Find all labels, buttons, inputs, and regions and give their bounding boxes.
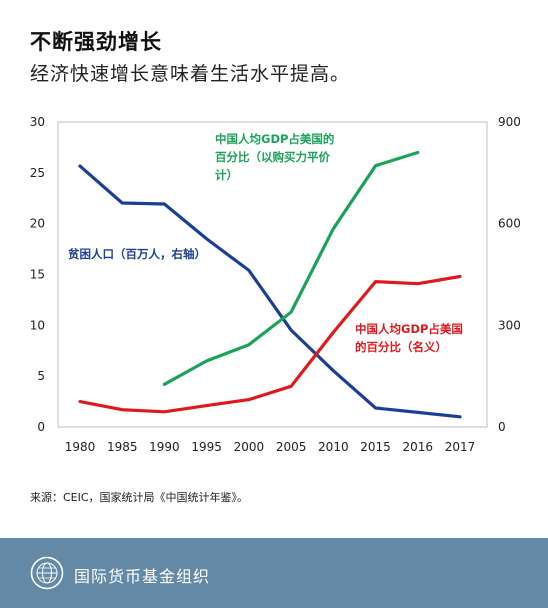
x-tick-label: 2010 [318, 440, 349, 454]
x-tick-label: 2015 [360, 440, 391, 454]
y-right-tick-label: 300 [498, 318, 521, 332]
x-tick-label: 2005 [276, 440, 307, 454]
y-left-tick-label: 10 [30, 318, 45, 332]
series-line [78, 274, 462, 414]
y-left-tick-label: 20 [30, 217, 45, 231]
footer-bar: 国际货币基金组织 [0, 538, 548, 608]
chart-subtitle: 经济快速增长意味着生活水平提高。 [30, 63, 351, 85]
y-left-tick-label: 25 [30, 166, 45, 180]
series-label: 中国人均GDP占美国的 [215, 132, 334, 146]
source-note: 来源：CEIC，国家统计局《中国统计年鉴》。 [30, 491, 249, 504]
chart-title: 不断强劲增长 [30, 30, 162, 54]
x-tick-label: 1995 [191, 440, 222, 454]
x-tick-label: 1990 [149, 440, 180, 454]
imf-logo-icon [30, 556, 64, 590]
series-line [162, 150, 420, 386]
y-left-tick-label: 5 [37, 369, 45, 383]
x-tick-label: 1985 [107, 440, 138, 454]
x-tick-label: 2000 [234, 440, 265, 454]
series-label: 贫困人口（百万人，右轴） [68, 247, 206, 261]
plot-frame [57, 121, 488, 428]
series-label: 计） [215, 168, 238, 182]
x-tick-label: 1980 [65, 440, 96, 454]
x-tick-label: 2017 [445, 440, 476, 454]
series-label: 的百分比（名义） [355, 340, 447, 354]
y-right-tick-label: 0 [498, 420, 506, 434]
y-right-tick-label: 600 [498, 217, 521, 231]
org-name: 国际货币基金组织 [74, 567, 211, 586]
y-right-tick-label: 900 [498, 115, 521, 129]
x-tick-label: 2016 [403, 440, 434, 454]
y-left-tick-label: 0 [37, 420, 45, 434]
y-left-tick-label: 30 [30, 115, 45, 129]
series-label: 百分比（以购买力平价 [215, 150, 330, 164]
series-label: 中国人均GDP占美国 [355, 322, 463, 336]
y-left-tick-label: 15 [30, 268, 45, 282]
series-line [78, 164, 462, 419]
